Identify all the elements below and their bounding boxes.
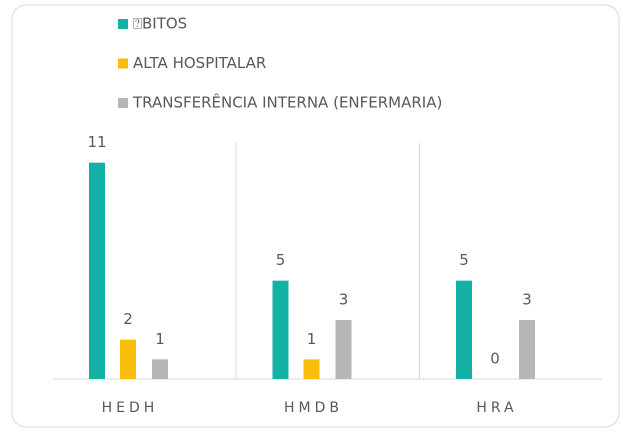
bar	[456, 280, 472, 379]
data-label: 2	[123, 310, 133, 328]
bar	[519, 320, 535, 379]
bar	[152, 359, 168, 379]
x-tick-label: HMDB	[284, 400, 343, 416]
data-label: 11	[87, 133, 106, 151]
legend-label: ALTA HOSPITALAR	[133, 54, 266, 72]
legend-swatch	[118, 98, 128, 108]
data-label: 1	[307, 330, 317, 348]
legend-swatch	[118, 19, 128, 29]
x-tick-label: HRA	[476, 400, 517, 416]
bar	[335, 320, 352, 379]
bar	[120, 339, 136, 379]
data-label: 1	[155, 330, 165, 348]
data-label: 5	[276, 251, 286, 269]
data-label: 5	[459, 251, 469, 269]
data-label: 3	[522, 291, 532, 309]
bar	[303, 359, 320, 379]
data-label: 0	[490, 350, 500, 368]
bar	[272, 280, 289, 379]
x-tick-label: HEDH	[102, 400, 159, 416]
legend-swatch	[118, 58, 128, 69]
data-label: 3	[339, 291, 349, 309]
legend-label: TRANSFERÊNCIA INTERNA (ENFERMARIA)	[132, 93, 442, 112]
bar	[89, 162, 105, 379]
legend-label: ⍰BITOS	[133, 15, 187, 33]
